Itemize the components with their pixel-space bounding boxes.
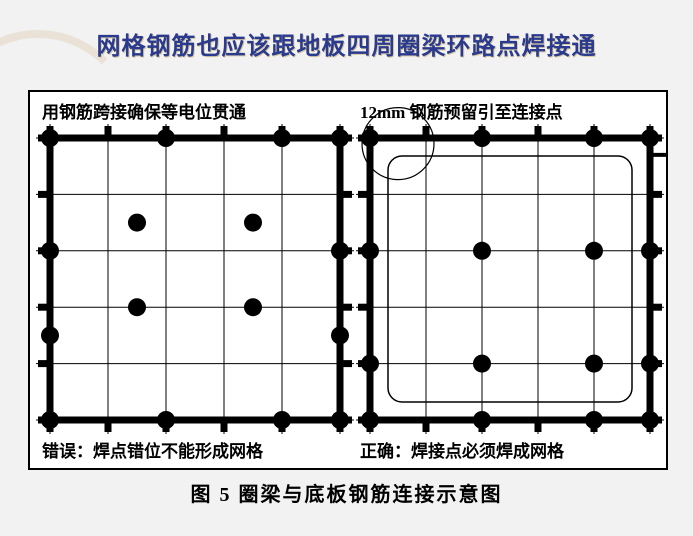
right-panel-bottom-label: 正确：焊接点必须焊成网格 [360,437,564,462]
panels-svg [30,92,666,468]
left-panel-bottom-label: 错误：焊点错位不能形成网格 [42,437,263,462]
figure-caption: 图 5 圈梁与底板钢筋连接示意图 [0,478,693,507]
figure-frame: 用钢筋跨接确保等电位贯通 12mm 钢筋预留引至连接点 错误：焊点错位不能形成网… [28,90,668,470]
page-title: 网格钢筋也应该跟地板四周圈梁环路点焊接通 [0,26,693,61]
page-title-text: 网格钢筋也应该跟地板四周圈梁环路点焊接通 [97,34,597,60]
figure-caption-text: 图 5 圈梁与底板钢筋连接示意图 [191,484,503,506]
